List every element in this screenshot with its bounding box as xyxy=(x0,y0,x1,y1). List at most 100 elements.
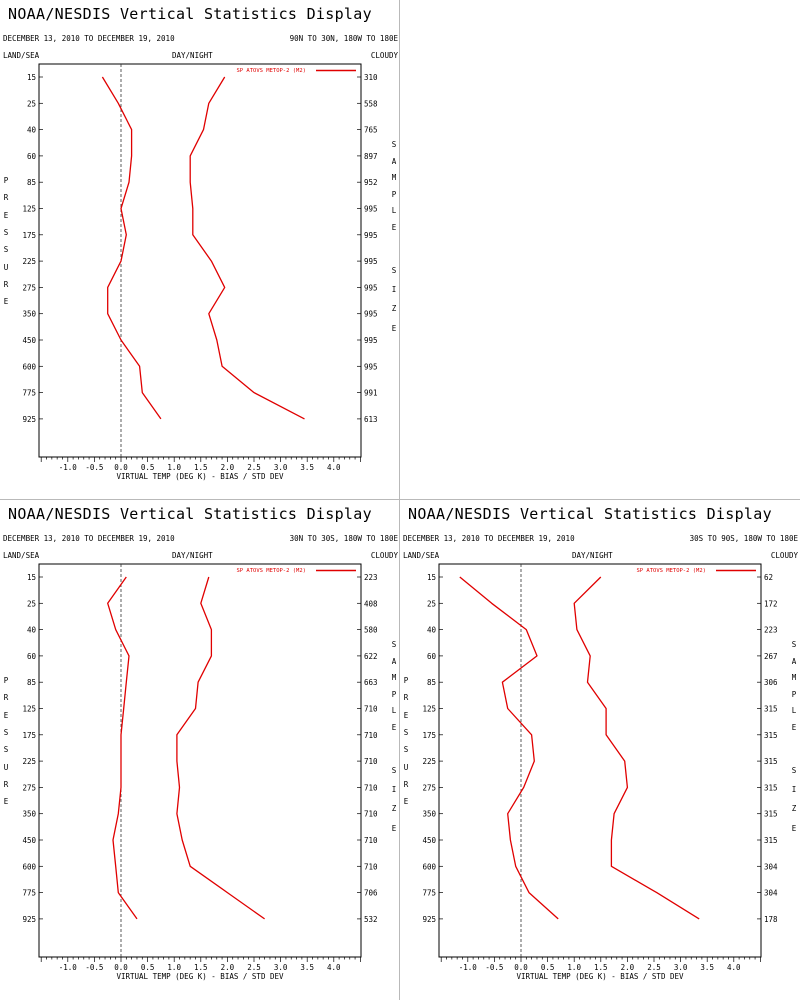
pressure-axis-letter: U xyxy=(3,762,9,772)
sample-size-label: 306 xyxy=(764,678,778,687)
sample-axis-letter: P xyxy=(391,189,397,199)
pressure-level-label: 85 xyxy=(427,678,436,687)
pressure-axis-letter: S xyxy=(403,727,409,737)
date-range: DECEMBER 13, 2010 TO DECEMBER 19, 2010 xyxy=(3,534,175,543)
sample-size-label: 267 xyxy=(764,652,778,661)
cloudy-label: CLOUDY xyxy=(770,551,798,560)
pressure-level-label: 60 xyxy=(27,652,37,661)
sample-size-label: 172 xyxy=(764,599,778,608)
x-tick-label: -0.5 xyxy=(85,963,103,972)
pressure-axis-letter: R xyxy=(403,779,409,789)
x-tick-label: 0.0 xyxy=(514,963,528,972)
pressure-level-label: 125 xyxy=(422,705,436,714)
x-tick-label: -1.0 xyxy=(59,963,78,972)
pressure-level-label: 25 xyxy=(27,99,36,108)
sample-axis-letter: E xyxy=(391,723,397,732)
pressure-level-label: 600 xyxy=(22,362,36,371)
sample-size-label: 310 xyxy=(364,73,378,82)
sample-size-label: 710 xyxy=(364,731,378,740)
sample-size-label: 580 xyxy=(364,626,378,635)
region-label: 30S TO 90S, 180W TO 180E xyxy=(689,534,798,543)
x-tick-label: 2.5 xyxy=(647,963,661,972)
sample-size-label: 995 xyxy=(364,205,378,214)
sample-size-label: 995 xyxy=(364,283,378,292)
sample-axis-letter: S xyxy=(791,640,797,649)
x-tick-label: 2.0 xyxy=(221,463,235,472)
x-tick-label: 0.5 xyxy=(541,963,555,972)
x-tick-label: 1.0 xyxy=(167,963,181,972)
sample-size-label: 710 xyxy=(364,757,378,766)
plot-frame xyxy=(38,563,362,958)
pressure-level-label: 60 xyxy=(427,652,437,661)
x-tick-label: 2.5 xyxy=(247,963,261,972)
cloudy-label: CLOUDY xyxy=(370,51,398,60)
legend-label: SP ATOVS METOP-2 (M2) xyxy=(636,568,706,574)
empty-panel xyxy=(400,0,800,499)
pressure-axis-letter: E xyxy=(3,210,9,220)
sample-axis-letter: E xyxy=(391,223,397,232)
x-tick-label: 1.0 xyxy=(567,963,581,972)
pressure-level-label: 600 xyxy=(422,862,436,871)
stats-panel-1: NOAA/NESDIS Vertical Statistics Display D… xyxy=(0,0,400,500)
region-label: 90N TO 30N, 180W TO 180E xyxy=(289,34,398,43)
bias-series-line xyxy=(101,76,162,420)
sample-axis-letter: L xyxy=(391,206,397,216)
sample-size-label: 706 xyxy=(364,889,378,898)
pressure-level-label: 175 xyxy=(22,231,36,240)
x-tick-label: 1.0 xyxy=(167,463,181,472)
pressure-axis-letter: E xyxy=(3,710,9,720)
sample-axis-letter: A xyxy=(391,156,397,166)
x-tick-label: -1.0 xyxy=(59,463,78,472)
pressure-axis-letter: U xyxy=(403,762,409,772)
size-axis-letter: E xyxy=(391,823,397,833)
sample-axis-letter: E xyxy=(791,723,797,732)
sample-axis-letter: A xyxy=(391,656,397,666)
pressure-axis-letter: E xyxy=(3,297,9,307)
pressure-level-label: 175 xyxy=(22,731,36,740)
x-axis-label: VIRTUAL TEMP (DEG K) - BIAS / STD DEV xyxy=(516,972,684,981)
sample-size-label: 995 xyxy=(364,257,378,266)
size-axis-letter: S xyxy=(391,766,397,775)
day-night-label: DAY/NIGHT xyxy=(172,51,213,60)
pressure-level-label: 125 xyxy=(22,705,36,714)
land-sea-label: LAND/SEA xyxy=(3,551,40,560)
legend-label: SP ATOVS METOP-2 (M2) xyxy=(236,568,306,574)
sample-size-label: 315 xyxy=(764,731,778,740)
x-tick-label: 3.5 xyxy=(300,463,314,472)
day-night-label: DAY/NIGHT xyxy=(172,551,213,560)
pressure-axis-letter: R xyxy=(3,193,9,203)
sample-size-label: 622 xyxy=(364,652,378,661)
sample-axis-letter: A xyxy=(791,656,797,666)
pressure-level-label: 350 xyxy=(22,310,36,319)
sample-size-label: 408 xyxy=(364,599,378,608)
land-sea-label: LAND/SEA xyxy=(3,51,40,60)
sample-size-label: 62 xyxy=(764,573,773,582)
size-axis-letter: I xyxy=(791,785,797,795)
sample-size-label: 315 xyxy=(764,810,778,819)
pressure-level-label: 175 xyxy=(422,731,436,740)
stddev-series-line xyxy=(189,76,305,420)
pressure-axis-letter: R xyxy=(3,279,9,289)
pressure-axis-letter: S xyxy=(3,727,9,737)
sample-size-label: 995 xyxy=(364,362,378,371)
pressure-level-label: 25 xyxy=(427,599,436,608)
pressure-level-label: 40 xyxy=(427,626,437,635)
size-axis-letter: I xyxy=(391,785,397,795)
pressure-level-label: 450 xyxy=(422,836,436,845)
sample-size-label: 710 xyxy=(364,836,378,845)
sample-size-label: 304 xyxy=(764,889,778,898)
sample-size-label: 710 xyxy=(364,783,378,792)
pressure-level-label: 225 xyxy=(22,757,36,766)
pressure-axis-letter: S xyxy=(3,227,9,237)
sample-size-label: 710 xyxy=(364,705,378,714)
pressure-level-label: 85 xyxy=(27,678,36,687)
x-tick-label: -0.5 xyxy=(485,963,503,972)
profile-chart: -1.0 -0.5 0.0 0.5 1.0 1.5 2.0 2.5 3.0 3.5 4.0 VIRTU… xyxy=(422,563,778,981)
sample-axis-letter: S xyxy=(391,140,397,149)
pressure-axis-letter: S xyxy=(3,745,9,755)
sample-axis-letter: L xyxy=(791,706,797,716)
sample-size-label: 952 xyxy=(364,178,378,187)
bias-series-line xyxy=(107,576,138,920)
stats-panel-2: NOAA/NESDIS Vertical Statistics Display D… xyxy=(0,500,400,1000)
vertical-divider xyxy=(399,0,400,1000)
